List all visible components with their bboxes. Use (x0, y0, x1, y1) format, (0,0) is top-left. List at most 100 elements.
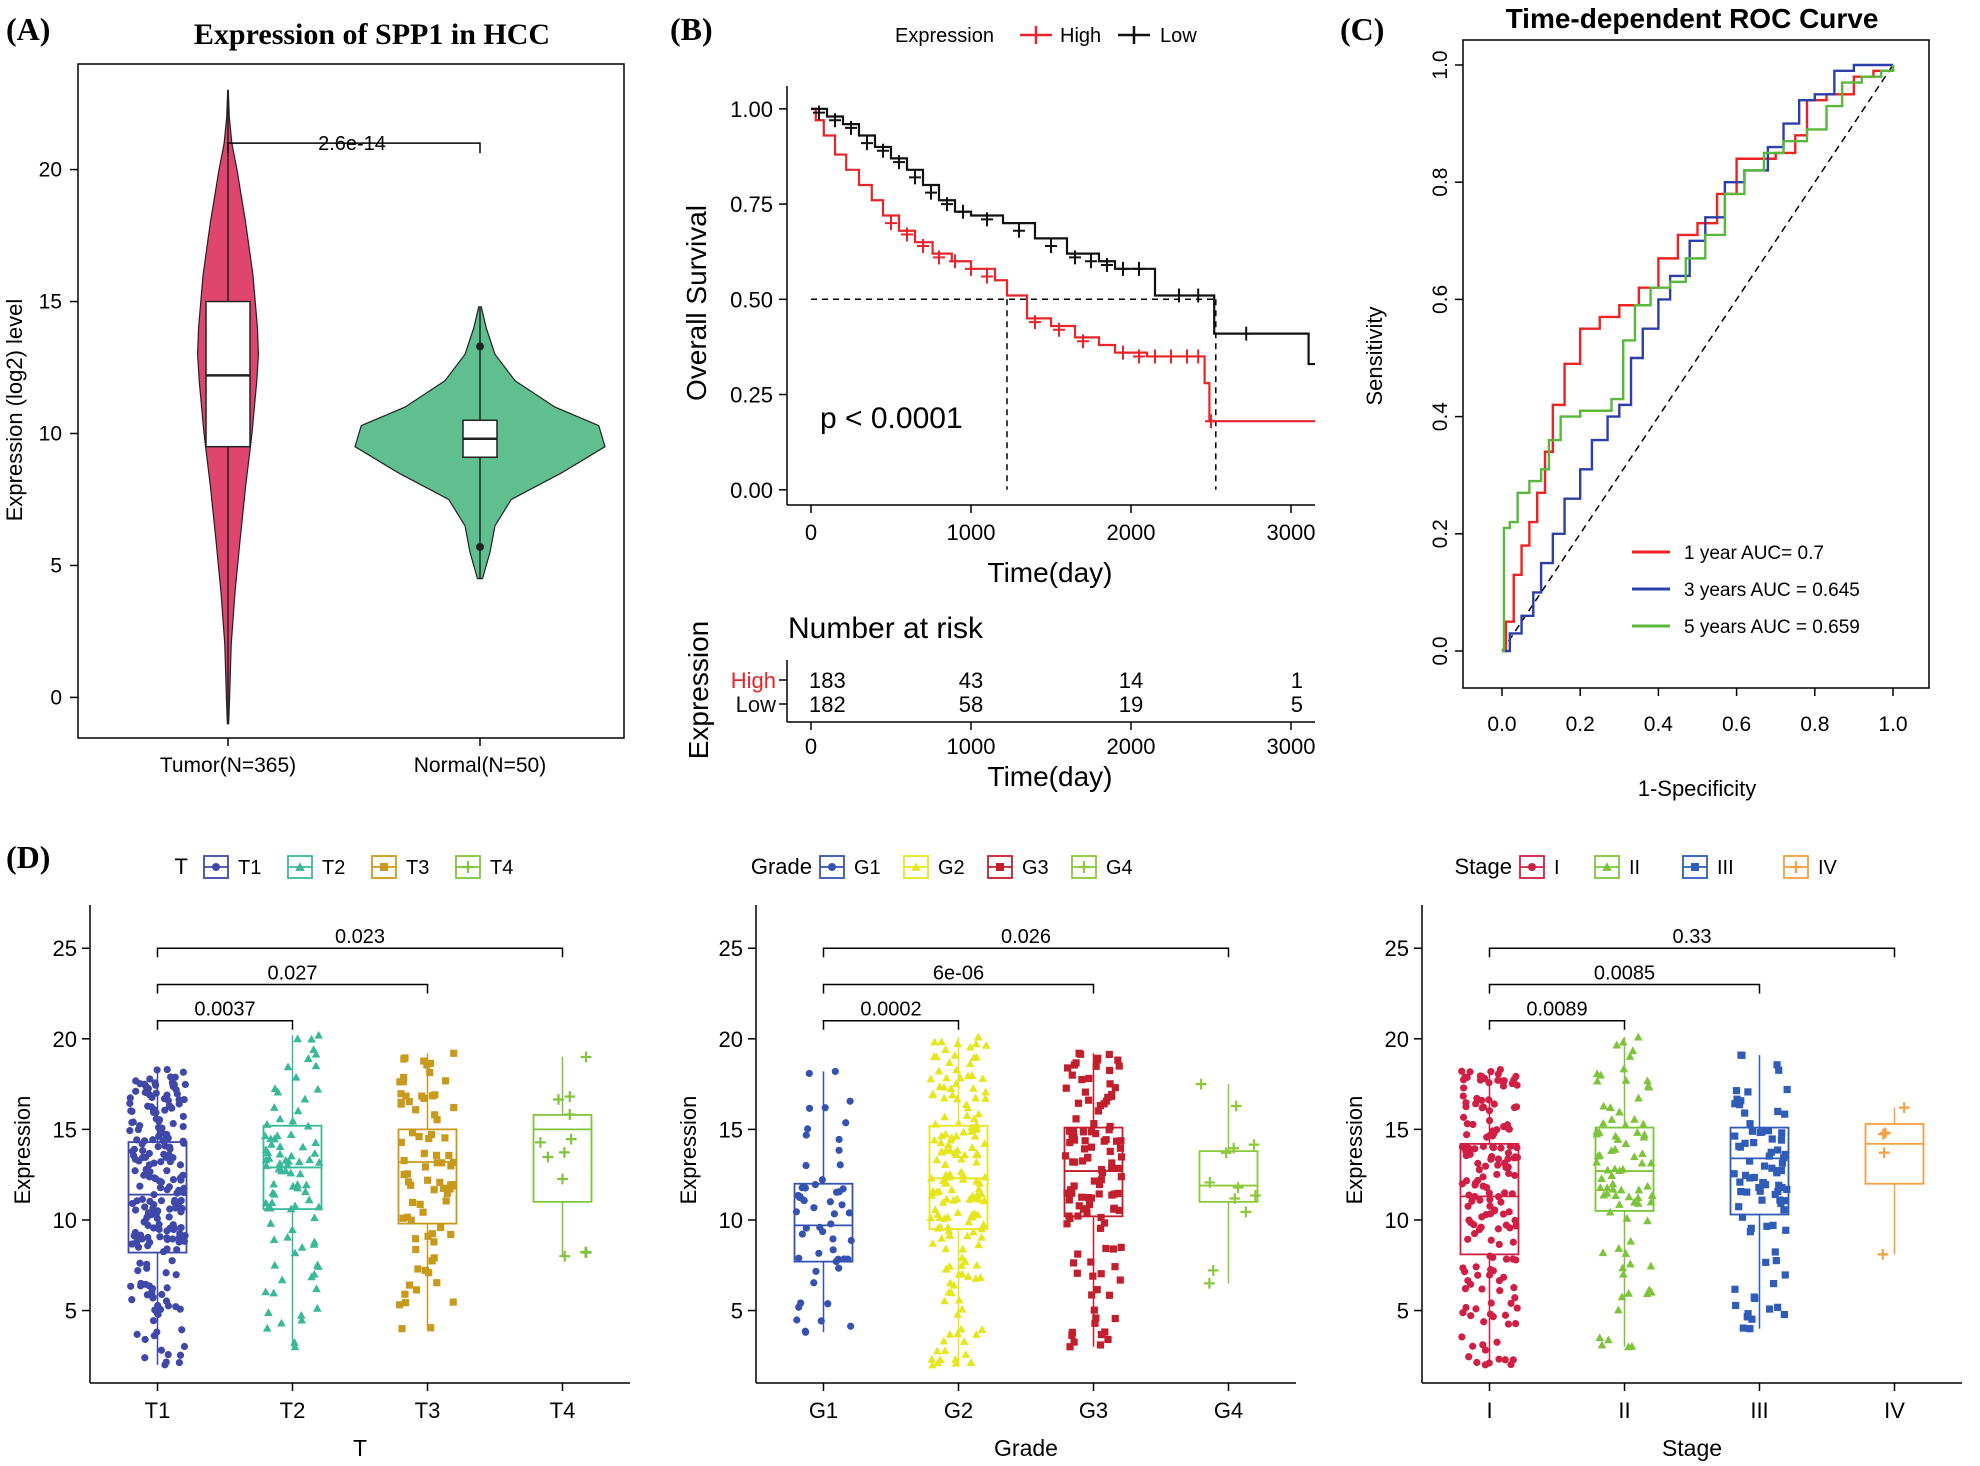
box-panel-3-data-point (1640, 1130, 1649, 1139)
box-panel-3-data-point (1773, 1061, 1781, 1069)
roc-legend-label: 5 years AUC = 0.659 (1684, 617, 1860, 638)
box-panel-3-y-tick-label: 5 (1397, 1299, 1409, 1324)
box-panel-2-comparison-pvalue: 6e-06 (933, 962, 984, 984)
box-panel-3-data-point (1644, 1082, 1654, 1091)
box-panel-3-data-point (1743, 1188, 1751, 1196)
box-panel-1-data-point (419, 1208, 427, 1216)
box-panel-2-data-point (1084, 1153, 1092, 1161)
box-panel-3-data-point (1511, 1171, 1519, 1180)
box-panel-2-data-point (1063, 1220, 1071, 1228)
risk-table-x-tick-label: 0 (805, 734, 817, 759)
box-panel-3-data-point (1781, 1110, 1789, 1118)
box-panel-1-data-point (309, 1239, 319, 1248)
box-panel-1-data-point (266, 1219, 276, 1227)
box-panel-3-data-point (1502, 1221, 1510, 1229)
box-panel-2-data-point (952, 1131, 961, 1140)
box-panel-3-legend-label: IV (1818, 857, 1838, 879)
box-panel-1-data-point (126, 1099, 134, 1107)
box-panel-2-data-point (803, 1125, 812, 1133)
roc-y-tick-label: 0.8 (1429, 168, 1452, 197)
box-panel-1-data-point (409, 1198, 417, 1207)
box-panel-3-data-point (1778, 1129, 1786, 1137)
box-panel-3-data-point (1735, 1203, 1743, 1211)
box-panel-1-data-point (264, 1308, 273, 1317)
box-panel-3-x-tick-label: III (1750, 1398, 1768, 1423)
box-panel-1-data-point (407, 1216, 415, 1224)
box-panel-2-data-point (1073, 1269, 1081, 1277)
box-panel-2-data-point (932, 1155, 942, 1164)
box-panel-1-data-point (165, 1102, 174, 1110)
box-panel-1-data-point (431, 1111, 439, 1119)
risk-table-x-tick-label: 3000 (1267, 734, 1316, 759)
box-panel-2-data-point (836, 1161, 844, 1169)
box-panel-3-data-point (1771, 1190, 1779, 1199)
box-panel-2-data-point (1081, 1137, 1089, 1145)
box-panel-2-data-point (964, 1217, 974, 1226)
violin-outlier (476, 542, 484, 551)
box-panel-1-data-point (421, 1266, 430, 1275)
box-panel-3-data-point (1495, 1355, 1503, 1363)
risk-table-row-label-low: Low (736, 692, 776, 717)
box-panel-1-data-point (404, 1178, 413, 1186)
box-panel-2-data-point (805, 1069, 813, 1078)
box-panel-3-data-point (1592, 1069, 1602, 1078)
box-panel-2-data-point (1074, 1250, 1082, 1258)
box-panel-3-data-point (1479, 1173, 1487, 1181)
roc-y-tick-label: 0.6 (1429, 285, 1452, 314)
censor-mark-low (957, 204, 969, 219)
violin-y-tick-label: 5 (50, 554, 62, 577)
box-panel-1-data-point (411, 1235, 420, 1243)
box-panel-1-data-point (400, 1157, 408, 1165)
box-panel-3-y-label: Expression (1342, 1096, 1367, 1205)
box-panel-1-x-tick-label: T1 (145, 1398, 171, 1423)
box-panel-2-data-point (1110, 1204, 1118, 1212)
box-panel-3-data-point (1500, 1077, 1508, 1085)
box-panel-2-data-point (941, 1264, 951, 1273)
box-panel-1-data-point (172, 1271, 180, 1279)
box-panel-2-data-point (929, 1052, 939, 1060)
box-panel-2-data-point (934, 1066, 944, 1075)
box-panel-1-data-point (141, 1137, 149, 1145)
box-panel-2-data-point (810, 1279, 818, 1287)
box-panel-2-data-point (963, 1272, 973, 1280)
box-panel-2-data-point (1096, 1224, 1105, 1232)
box-panel-2-data-point (977, 1232, 986, 1241)
box-panel-1-data-point (176, 1351, 185, 1359)
roc-title: Time-dependent ROC Curve (1506, 3, 1879, 34)
box-panel-3-data-point (1736, 1178, 1744, 1186)
box-panel-2-data-point (935, 1082, 945, 1091)
box-panel-2-data-point (1101, 1328, 1109, 1336)
box-panel-1-data-point (269, 1179, 279, 1188)
box-panel-3-data-point (1621, 1120, 1630, 1129)
box-panel-3-data-point (1476, 1196, 1484, 1204)
box-panel-1-data-point (305, 1155, 314, 1164)
box-panel-3-data-point (1731, 1100, 1739, 1108)
box-panel-1-data-point (141, 1335, 149, 1344)
box-panel-3-x-tick-label: II (1618, 1398, 1630, 1423)
box-panel-1-data-point (269, 1235, 279, 1244)
box-panel-2-data-point (812, 1267, 820, 1275)
box-panel-3-data-point (1501, 1356, 1509, 1364)
box-panel-2-data-point (979, 1220, 988, 1229)
box-panel-1-data-point (311, 1061, 321, 1070)
box-panel-3-data-point (1595, 1183, 1605, 1192)
box-panel-2-legend-label: G2 (938, 857, 965, 879)
box-panel-3-data-point (1478, 1072, 1486, 1080)
box-panel-1-legend-label: T4 (490, 857, 513, 879)
box-panel-3-data-point (1755, 1183, 1763, 1192)
box-panel-3-box-iv (1864, 1123, 1925, 1185)
box-panel-3-box-iii (1729, 1126, 1790, 1216)
box-panel-3-data-point (1781, 1197, 1789, 1205)
box-panel-2-data-point (1079, 1205, 1088, 1213)
box-panel-1-data-point (161, 1106, 169, 1114)
box-panel-2-data-point (1087, 1258, 1095, 1266)
box-panel-3-data-point (1618, 1263, 1628, 1272)
box-panel-3-data-point (1487, 1236, 1495, 1244)
box-panel-2-data-point (930, 1205, 940, 1214)
box-panel-1-data-point (415, 1132, 423, 1141)
box-panel-3-data-point (1471, 1145, 1479, 1153)
box-panel-2-data-point (793, 1316, 801, 1324)
box-panel-2-data-point (1102, 1136, 1110, 1144)
box-panel-2-data-point (937, 1234, 946, 1242)
box-panel-1-data-point (181, 1080, 189, 1089)
